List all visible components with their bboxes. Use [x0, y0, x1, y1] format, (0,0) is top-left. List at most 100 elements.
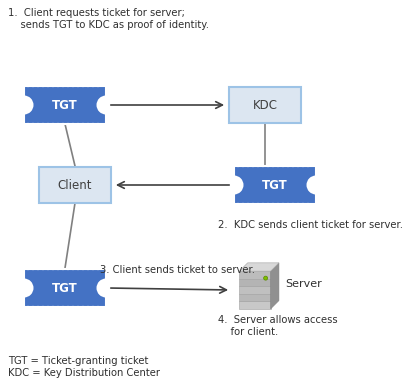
Circle shape	[77, 85, 79, 87]
Circle shape	[82, 85, 84, 87]
Text: Client: Client	[58, 178, 92, 192]
Circle shape	[62, 268, 64, 270]
Circle shape	[47, 268, 49, 270]
Circle shape	[225, 176, 244, 194]
Polygon shape	[239, 286, 271, 294]
Polygon shape	[239, 263, 279, 271]
Text: TGT = Ticket-granting ticket
KDC = Key Distribution Center: TGT = Ticket-granting ticket KDC = Key D…	[8, 356, 160, 377]
Circle shape	[92, 306, 94, 308]
Circle shape	[27, 85, 29, 87]
Circle shape	[262, 165, 264, 167]
Circle shape	[42, 268, 44, 270]
Text: 2.  KDC sends client ticket for server.: 2. KDC sends client ticket for server.	[218, 220, 403, 230]
FancyBboxPatch shape	[234, 166, 316, 204]
Circle shape	[37, 123, 39, 125]
Circle shape	[92, 85, 94, 87]
Circle shape	[27, 306, 29, 308]
Circle shape	[297, 165, 299, 167]
Circle shape	[252, 203, 254, 205]
Circle shape	[37, 85, 39, 87]
Circle shape	[72, 85, 74, 87]
Circle shape	[242, 203, 244, 205]
Circle shape	[72, 123, 74, 125]
Text: Server: Server	[285, 279, 322, 289]
Text: 1.  Client requests ticket for server;
    sends TGT to KDC as proof of identity: 1. Client requests ticket for server; se…	[8, 8, 209, 30]
Polygon shape	[271, 263, 279, 309]
Polygon shape	[239, 279, 271, 286]
Circle shape	[257, 203, 259, 205]
Circle shape	[87, 123, 89, 125]
Circle shape	[307, 203, 309, 205]
Circle shape	[282, 203, 284, 205]
Circle shape	[32, 85, 34, 87]
Circle shape	[67, 306, 69, 308]
Circle shape	[15, 96, 34, 114]
Circle shape	[77, 268, 79, 270]
Circle shape	[57, 123, 59, 125]
Circle shape	[32, 306, 34, 308]
Circle shape	[237, 165, 239, 167]
Polygon shape	[239, 301, 271, 309]
Circle shape	[302, 165, 304, 167]
FancyBboxPatch shape	[24, 269, 106, 307]
Polygon shape	[239, 294, 271, 301]
Circle shape	[247, 165, 249, 167]
Circle shape	[252, 165, 254, 167]
Circle shape	[287, 203, 289, 205]
Circle shape	[82, 123, 84, 125]
Circle shape	[47, 306, 49, 308]
Circle shape	[267, 165, 269, 167]
FancyBboxPatch shape	[24, 86, 106, 124]
Circle shape	[272, 203, 274, 205]
Polygon shape	[239, 271, 271, 279]
Circle shape	[97, 96, 116, 114]
Circle shape	[52, 123, 54, 125]
Circle shape	[57, 85, 59, 87]
Circle shape	[27, 123, 29, 125]
Circle shape	[292, 165, 294, 167]
Circle shape	[82, 268, 84, 270]
Circle shape	[277, 165, 279, 167]
Circle shape	[287, 165, 289, 167]
Circle shape	[32, 268, 34, 270]
Text: TGT: TGT	[52, 281, 78, 294]
Text: KDC: KDC	[252, 98, 278, 111]
Circle shape	[87, 268, 89, 270]
Circle shape	[77, 123, 79, 125]
Circle shape	[97, 123, 99, 125]
Circle shape	[292, 203, 294, 205]
Circle shape	[237, 203, 239, 205]
Circle shape	[72, 306, 74, 308]
Circle shape	[42, 123, 44, 125]
FancyBboxPatch shape	[229, 87, 301, 123]
Text: 3. Client sends ticket to server.: 3. Client sends ticket to server.	[100, 265, 255, 275]
Circle shape	[282, 165, 284, 167]
Circle shape	[32, 123, 34, 125]
Circle shape	[247, 203, 249, 205]
Text: 4.  Server allows access
    for client.: 4. Server allows access for client.	[218, 315, 338, 337]
Circle shape	[97, 85, 99, 87]
Circle shape	[92, 123, 94, 125]
Circle shape	[37, 306, 39, 308]
Circle shape	[57, 306, 59, 308]
Circle shape	[67, 268, 69, 270]
Circle shape	[42, 85, 44, 87]
Circle shape	[62, 123, 64, 125]
Circle shape	[62, 306, 64, 308]
Circle shape	[62, 85, 64, 87]
Circle shape	[97, 306, 99, 308]
Circle shape	[267, 203, 269, 205]
Text: TGT: TGT	[52, 98, 78, 111]
Circle shape	[27, 268, 29, 270]
Circle shape	[307, 176, 326, 194]
Circle shape	[92, 268, 94, 270]
Circle shape	[87, 85, 89, 87]
Circle shape	[37, 268, 39, 270]
Circle shape	[87, 306, 89, 308]
Circle shape	[297, 203, 299, 205]
Circle shape	[272, 165, 274, 167]
Circle shape	[52, 306, 54, 308]
Circle shape	[302, 203, 304, 205]
Circle shape	[242, 165, 244, 167]
Circle shape	[57, 268, 59, 270]
